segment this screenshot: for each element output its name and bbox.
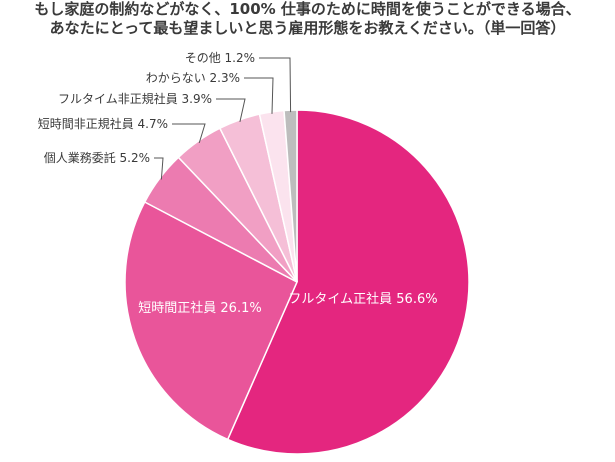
leader-line-short-nonregular — [172, 123, 206, 144]
chart-title: もし家庭の制約などがなく、100% 仕事のために時間を使うことができる場合、 あ… — [0, 0, 615, 38]
leader-line-fulltime-nonregular — [216, 98, 246, 122]
pie-label-freelance: 個人業務委託 5.2% — [44, 150, 150, 165]
pie-label-fulltime-regular: フルタイム正社員 56.6% — [288, 291, 437, 307]
pie-labels: フルタイム正社員 56.6% 短時間正社員 26.1% その他 1.2% わからない … — [38, 51, 438, 316]
leader-line-unknown — [244, 77, 274, 114]
leader-line-freelance — [154, 157, 164, 180]
pie-slice-fulltime-regular — [226, 109, 470, 455]
pie-label-short-regular: 短時間正社員 26.1% — [138, 300, 261, 316]
pie-leader-lines — [154, 57, 292, 180]
pie-label-other: その他 1.2% — [185, 51, 255, 65]
pie-slices — [124, 109, 470, 455]
pie-label-fulltime-nonregular: フルタイム非正規社員 3.9% — [58, 91, 212, 106]
chart-title-line-1: もし家庭の制約などがなく、100% 仕事のために時間を使うことができる場合、 — [34, 0, 581, 18]
pie-label-unknown: わからない 2.3% — [146, 71, 240, 85]
chart-title-line-2: あなたにとって最も望ましいと思う雇用形態をお教えください。（単一回答） — [49, 19, 566, 37]
pie-slice-short-regular — [124, 200, 298, 441]
pie-label-short-nonregular: 短時間非正規社員 4.7% — [38, 116, 168, 131]
leader-line-other — [259, 57, 292, 113]
